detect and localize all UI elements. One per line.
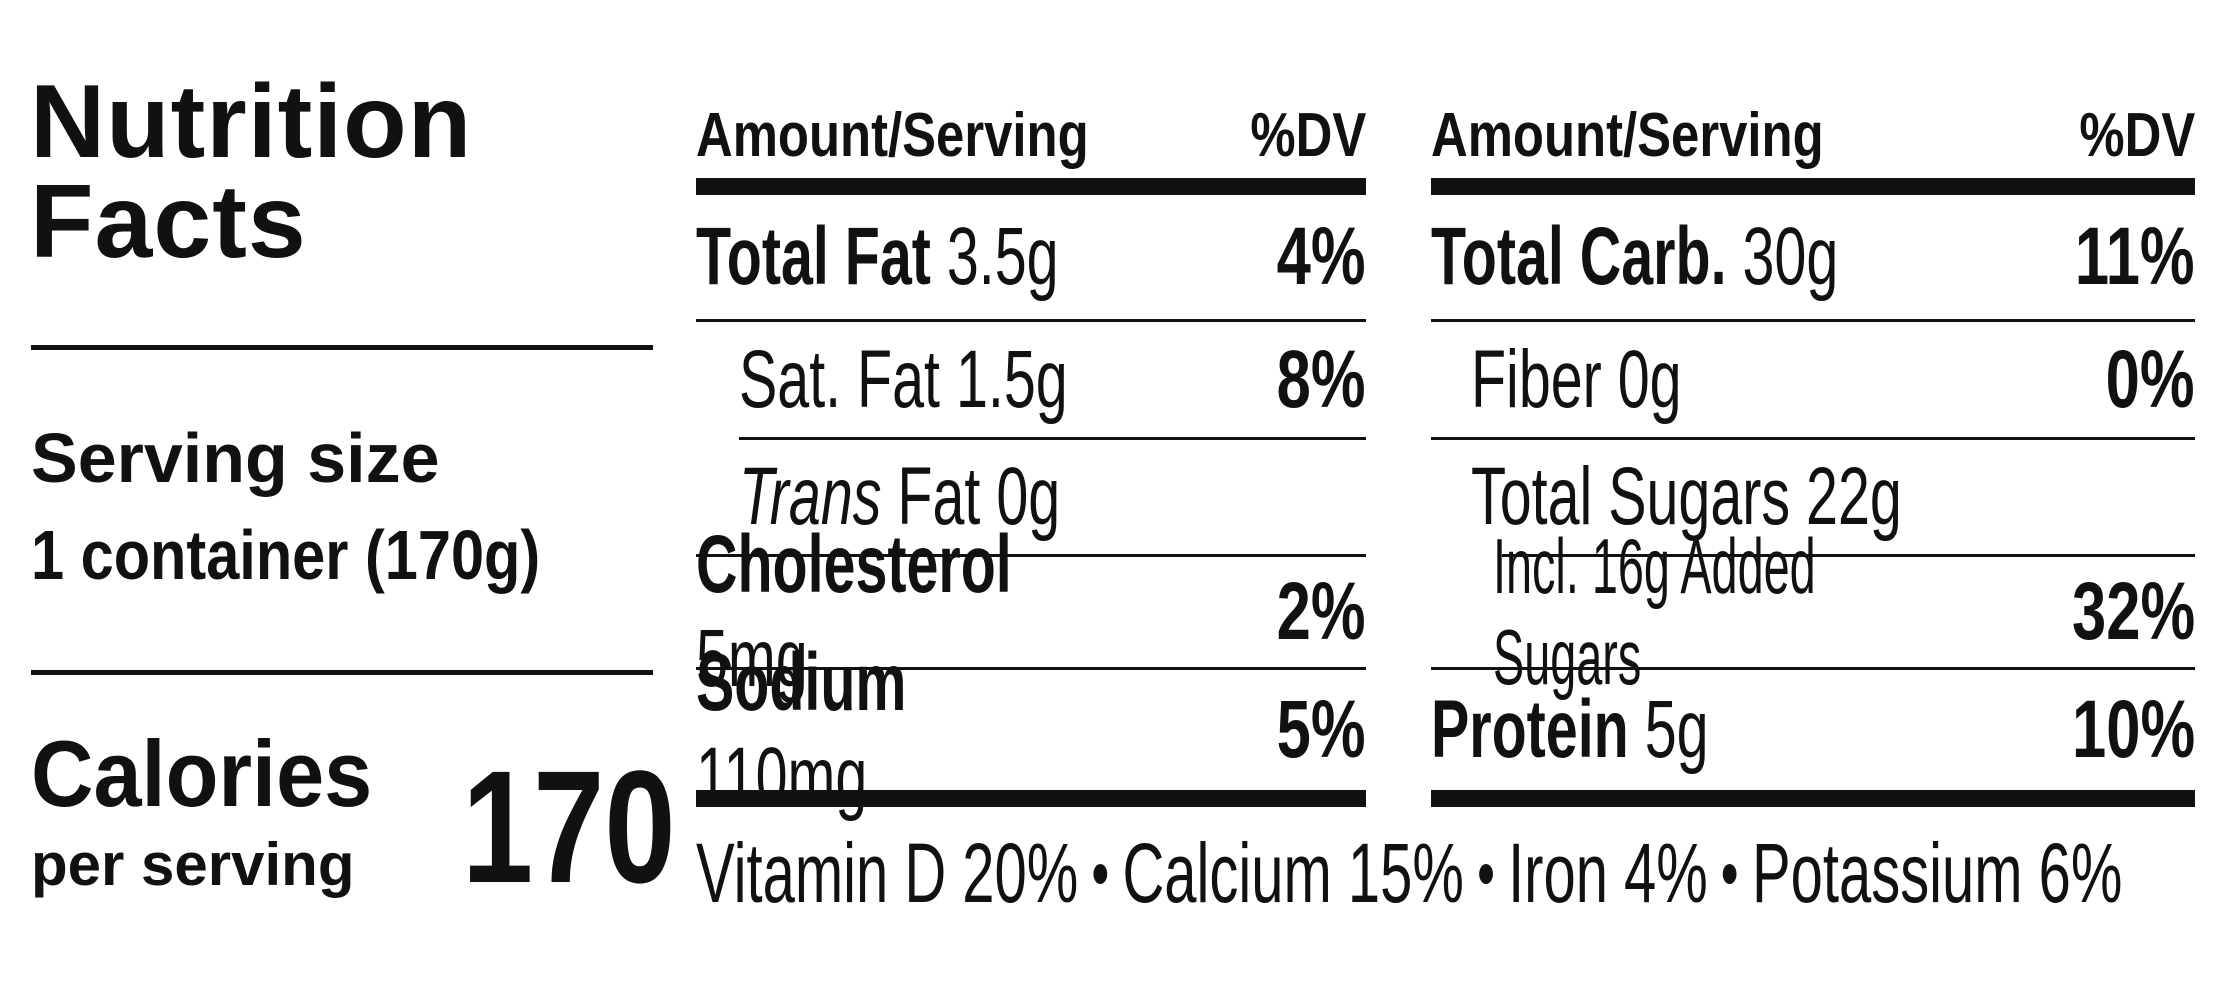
nutrient-row: Protein 5g 10% <box>1431 670 2195 790</box>
nutrient-row: Cholesterol 5mg 2% <box>696 519 1366 704</box>
thick-bar <box>696 178 1366 195</box>
vitamin: Calcium 15% <box>1122 826 1464 920</box>
nutrient-table: Amount/Serving %DV Total Carb. 30g 11% Fib… <box>1431 0 2195 1000</box>
nutrient-amount: 1.5g <box>955 333 1068 425</box>
serving-value: 1 container (170g) <box>31 516 541 594</box>
divider <box>31 345 653 350</box>
vitamin: Vitamin D 20% <box>696 826 1079 920</box>
table-header: Amount/Serving %DV <box>696 100 1366 170</box>
nutrient-name: Total Sugars <box>1471 451 1791 542</box>
nutrient-amount: 30g <box>1742 211 1839 302</box>
nutrient-row: Total Fat 3.5g 4% <box>696 195 1366 322</box>
nutrient-row: Total Carb. 30g 11% <box>1431 195 2195 322</box>
nutrient-row: Sat. Fat 1.5g 8% <box>739 322 1366 440</box>
nutrient-row: Sodium 110mg 5% <box>696 637 1366 822</box>
nutrient-dv: 5% <box>1277 684 1366 775</box>
nutrient-name: Protein <box>1431 684 1629 775</box>
nutrient-row: Trans Fat 0g <box>696 440 1366 557</box>
bullet <box>1723 863 1737 884</box>
serving-label: Serving size <box>31 419 440 497</box>
nutrient-dv: 0% <box>2106 333 2195 425</box>
bullet <box>1479 863 1493 884</box>
thick-bar <box>696 790 1366 807</box>
nutrient-amount: 22g <box>1806 451 1902 542</box>
nutrient-amount: 0g <box>1617 333 1682 425</box>
nutrient-name: Fat <box>897 451 981 542</box>
calories-label: Calories <box>31 721 373 826</box>
bullet <box>1093 863 1108 884</box>
nutrient-dv: 32% <box>2071 566 2195 657</box>
nutrient-name: Total Carb. <box>1431 211 1727 302</box>
nutrient-row: Fiber 0g 0% <box>1431 322 2195 440</box>
nutrient-amount: 5g <box>1644 684 1709 775</box>
nutrient-name: Fiber <box>1471 333 1602 425</box>
nutrient-table: Amount/Serving %DV Total Fat 3.5g 4% Sat. … <box>696 0 1366 1000</box>
nutrient-amount: 0g <box>996 451 1061 542</box>
nutrient-name-italic: Trans <box>739 451 882 542</box>
nutrient-dv: 11% <box>2075 211 2195 302</box>
nutrient-row: Incl. 16g Added Sugars 32% <box>1431 522 2195 701</box>
divider <box>31 670 653 675</box>
nutrient-name: Sodium <box>696 637 907 728</box>
nutrient-dv: 2% <box>1277 566 1366 657</box>
header-cell: Amount/Serving <box>1431 100 1824 170</box>
calories-value: 170 <box>462 737 676 916</box>
nutrient-row: Total Sugars 22g <box>1471 440 2195 557</box>
vitamin: Potassium 6% <box>1751 826 2123 920</box>
thick-bar <box>1431 790 2195 807</box>
vitamin: Iron 4% <box>1508 826 1708 920</box>
thick-bar <box>1431 178 2195 195</box>
nutrient-amount: 5mg <box>696 613 808 704</box>
nutrient-name: Cholesterol <box>696 519 1012 610</box>
header-cell: Amount/Serving <box>696 100 1089 170</box>
header-cell: %DV <box>2079 100 2195 170</box>
nutrient-amount: 3.5g <box>946 211 1059 302</box>
nutrient-dv: 8% <box>1277 333 1366 425</box>
calories-sub: per serving <box>31 831 355 898</box>
nutrient-dv: 10% <box>2071 684 2195 775</box>
header-cell: %DV <box>1250 100 1366 170</box>
nutrient-name: Incl. 16g Added Sugars <box>1493 522 1816 701</box>
title-line: Nutrition <box>30 64 473 180</box>
nutrient-amount: 110mg <box>696 731 868 822</box>
title-line: Facts <box>30 164 307 280</box>
nutrient-name: Sat. Fat <box>739 333 940 425</box>
nutrient-name: Total Fat <box>696 211 931 302</box>
nutrient-dv: 4% <box>1277 211 1366 302</box>
vitamins: Vitamin D 20% Calcium 15% Iron 4% Potass… <box>696 825 2122 922</box>
table-header: Amount/Serving %DV <box>1431 100 2195 170</box>
title: Nutrition Facts <box>30 64 473 280</box>
